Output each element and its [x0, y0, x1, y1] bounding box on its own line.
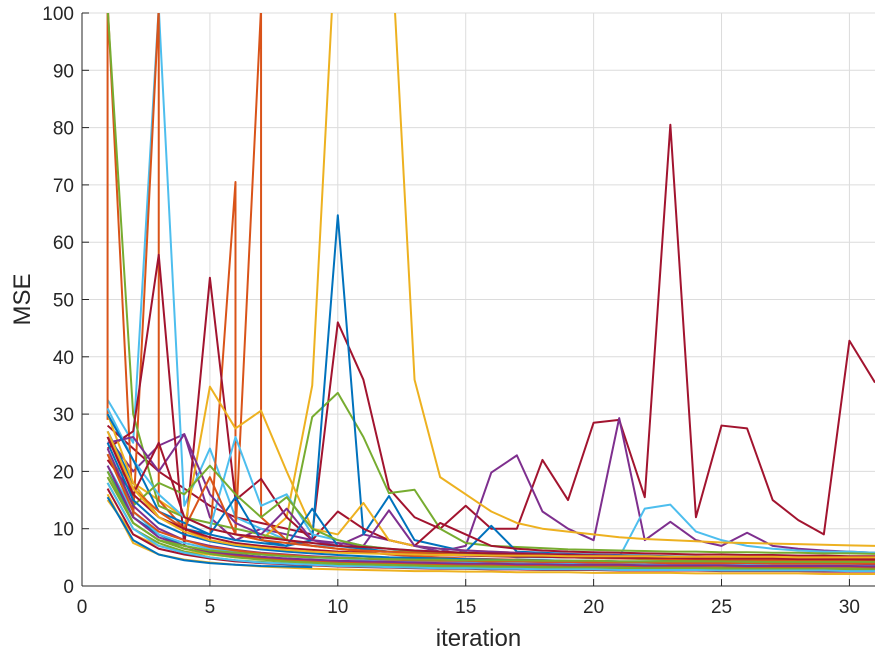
series-line-run-red-early — [107, 253, 875, 558]
series-line-run-purple-d — [106, 465, 875, 568]
series-line-run-yellow-e — [106, 430, 875, 559]
x-tick-label: 25 — [711, 597, 732, 618]
x-tick-label: 10 — [327, 597, 348, 618]
axes — [81, 12, 875, 587]
series-line-run-cyan-d — [106, 482, 875, 573]
series-line-run-orange-d — [106, 453, 875, 565]
series-line-run-cyan-c — [106, 465, 875, 567]
series-line-run-green-e — [106, 476, 875, 563]
series-line-run-blue-f — [106, 496, 313, 569]
y-tick-label: 40 — [53, 348, 74, 369]
y-tick-label: 80 — [53, 119, 74, 140]
y-tick-label: 50 — [53, 291, 74, 312]
series-group — [106, 13, 875, 575]
x-tick-label: 30 — [839, 597, 860, 618]
y-tick-label: 20 — [53, 462, 74, 483]
y-tick-label: 30 — [53, 405, 74, 426]
y-tick-label: 10 — [53, 520, 74, 541]
y-tick-label: 90 — [53, 61, 74, 82]
y-tick-label: 70 — [53, 176, 74, 197]
tick-labels: 0 5 10 15 20 25 30 0 10 20 30 40 50 60 70 80 90 100 — [42, 4, 860, 618]
y-tick-label: 0 — [63, 577, 74, 598]
y-tick-label: 100 — [42, 4, 74, 25]
x-tick-label: 15 — [455, 597, 476, 618]
y-tick-label: 60 — [53, 233, 74, 254]
x-axis-label: iteration — [436, 625, 521, 652]
x-tick-label: 5 — [205, 597, 216, 618]
series-line-run-green-d — [106, 470, 875, 571]
series-line-run-orange-c — [106, 476, 875, 570]
x-tick-label: 20 — [583, 597, 604, 618]
y-axis-label: MSE — [9, 273, 36, 325]
x-tick-label: 0 — [77, 597, 88, 618]
